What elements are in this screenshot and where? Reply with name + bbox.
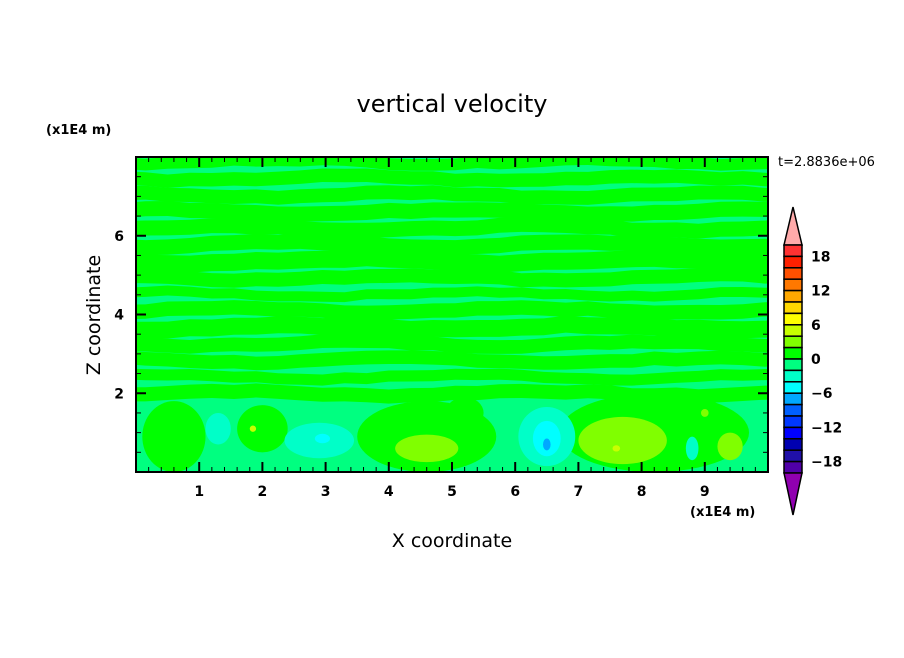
colorbar-box bbox=[783, 438, 803, 451]
colorbar-box bbox=[783, 369, 803, 383]
x-tick-labels: 1 2 3 4 5 6 7 8 9 bbox=[194, 484, 709, 500]
contour-region bbox=[237, 405, 288, 453]
contour-field bbox=[136, 157, 768, 472]
colorbar-box bbox=[783, 267, 803, 280]
contour-band bbox=[136, 201, 768, 222]
colorbar-box bbox=[783, 312, 803, 326]
colorbar-label: 12 bbox=[811, 284, 830, 300]
contour-band bbox=[136, 333, 768, 354]
y-unit-label: (x1E4 m) bbox=[46, 123, 111, 138]
contour-band bbox=[136, 285, 768, 303]
colorbar-box bbox=[783, 324, 803, 337]
contour-region bbox=[445, 397, 484, 429]
x-tick-label: 4 bbox=[384, 484, 394, 500]
time-label: t=2.8836e+06 bbox=[778, 155, 875, 170]
contour-region bbox=[395, 434, 459, 463]
y-axis-label: Z coordinate bbox=[83, 255, 105, 375]
colorbar-box bbox=[783, 426, 803, 440]
colorbar-box bbox=[783, 392, 803, 406]
y-tick-labels: 2 4 6 bbox=[114, 229, 124, 403]
colorbar-box bbox=[783, 335, 803, 349]
colorbar-box bbox=[783, 289, 803, 303]
chart-title: vertical velocity bbox=[357, 90, 548, 118]
contour-region bbox=[142, 401, 206, 472]
contour-band bbox=[136, 249, 768, 273]
y-tick-label: 2 bbox=[114, 386, 124, 402]
y-tick-label: 4 bbox=[114, 308, 124, 324]
contour-region bbox=[314, 433, 331, 444]
x-tick-label: 2 bbox=[258, 484, 268, 500]
colorbar-label: 6 bbox=[811, 318, 821, 334]
colorbar-under-triangle bbox=[783, 472, 803, 516]
colorbar-box bbox=[783, 449, 803, 463]
x-tick-label: 3 bbox=[321, 484, 331, 500]
contour-region bbox=[612, 445, 621, 452]
x-axis-label: X coordinate bbox=[392, 530, 512, 552]
y-tick-label: 6 bbox=[114, 229, 124, 245]
colorbar-box bbox=[783, 381, 803, 394]
colorbar-label: −6 bbox=[811, 386, 832, 402]
x-unit-label: (x1E4 m) bbox=[690, 505, 755, 520]
colorbar-box bbox=[783, 301, 803, 315]
x-tick-label: 6 bbox=[510, 484, 520, 500]
colorbar-label: −12 bbox=[811, 420, 842, 436]
x-tick-label: 5 bbox=[447, 484, 457, 500]
colorbar-box bbox=[783, 346, 803, 360]
colorbar-box bbox=[783, 255, 803, 269]
colorbar-box bbox=[783, 278, 803, 292]
contour-region bbox=[543, 438, 551, 451]
contour-region bbox=[717, 432, 743, 461]
contour-region bbox=[701, 409, 709, 417]
contour-band bbox=[136, 185, 768, 205]
contour-region bbox=[578, 416, 667, 465]
contour-band bbox=[136, 350, 768, 371]
contour-band bbox=[136, 315, 768, 339]
contour-band bbox=[136, 233, 768, 256]
x-tick-label: 1 bbox=[194, 484, 204, 500]
x-tick-label: 9 bbox=[700, 484, 710, 500]
colorbar-box bbox=[783, 403, 803, 417]
contour-region bbox=[205, 412, 231, 445]
colorbar-label: 0 bbox=[811, 352, 821, 368]
colorbar-over-triangle bbox=[783, 206, 803, 246]
contour-band bbox=[136, 300, 768, 321]
contour-region bbox=[249, 425, 257, 432]
contour-region bbox=[685, 436, 699, 461]
x-tick-label: 7 bbox=[574, 484, 584, 500]
contour-band bbox=[136, 168, 768, 188]
colorbar-box bbox=[783, 358, 803, 372]
colorbar-box bbox=[783, 460, 803, 474]
contour-band bbox=[136, 368, 768, 386]
colorbar-box bbox=[783, 244, 803, 258]
colorbar: 18 12 6 0 −6 −12 −18 bbox=[783, 206, 842, 516]
colorbar-label: −18 bbox=[811, 455, 842, 471]
x-tick-label: 8 bbox=[637, 484, 647, 500]
contour-band bbox=[136, 216, 768, 239]
contour-band bbox=[136, 267, 768, 288]
colorbar-box bbox=[783, 415, 803, 429]
colorbar-label: 18 bbox=[811, 249, 830, 265]
axis-ticks bbox=[135, 156, 769, 473]
